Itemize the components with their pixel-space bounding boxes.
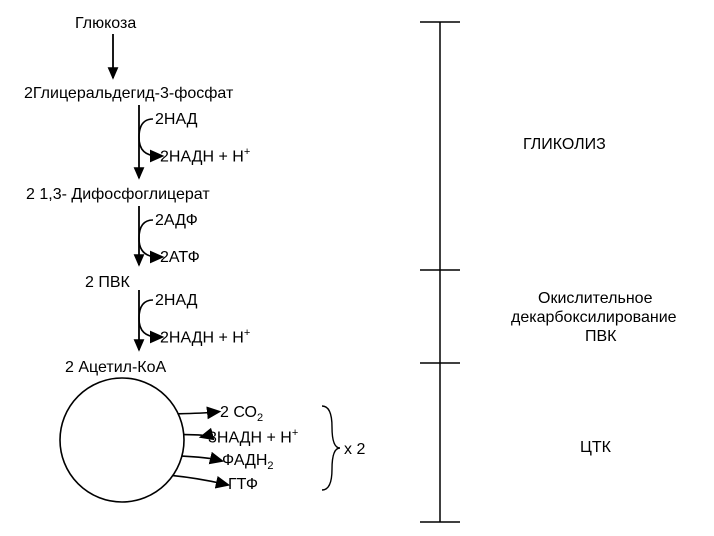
node-atp: 2АТФ — [160, 248, 200, 267]
node-fadh2: ФАДН2 — [222, 451, 274, 473]
phase-tca-cycle: ЦТК — [580, 438, 611, 457]
node-gtp: ГТФ — [228, 475, 258, 494]
phase-oxidative-decarboxylation-line1: Окислительное — [538, 289, 652, 308]
phase-oxidative-decarboxylation-line3: ПВК — [585, 327, 617, 346]
node-co2: 2 СО2 — [220, 403, 263, 425]
node-nadh-3: 3НАДН + Н+ — [208, 427, 298, 448]
node-nadh-1: 2НАДН + Н+ — [160, 146, 250, 167]
node-1-3-bisphosphoglycerate: 2 1,3- Дифосфоглицерат — [26, 185, 210, 204]
node-acetyl-coa: 2 Ацетил-КоА — [65, 358, 166, 377]
node-pyruvate: 2 ПВК — [85, 273, 130, 292]
node-nadh-2: 2НАДН + Н+ — [160, 327, 250, 348]
node-nad-2: 2НАД — [155, 291, 198, 310]
node-nad-1: 2НАД — [155, 110, 198, 129]
label-times-two: х 2 — [344, 440, 365, 459]
metabolic-pathway-diagram: Глюкоза 2Глицеральдегид-3-фосфат 2НАД 2Н… — [0, 0, 714, 536]
node-glyceraldehyde-3-phosphate: 2Глицеральдегид-3-фосфат — [24, 84, 233, 103]
node-glucose: Глюкоза — [75, 14, 136, 33]
phase-oxidative-decarboxylation-line2: декарбоксилирование — [511, 308, 677, 327]
phase-glycolysis: ГЛИКОЛИЗ — [523, 135, 606, 154]
node-adp: 2АДФ — [155, 211, 198, 230]
